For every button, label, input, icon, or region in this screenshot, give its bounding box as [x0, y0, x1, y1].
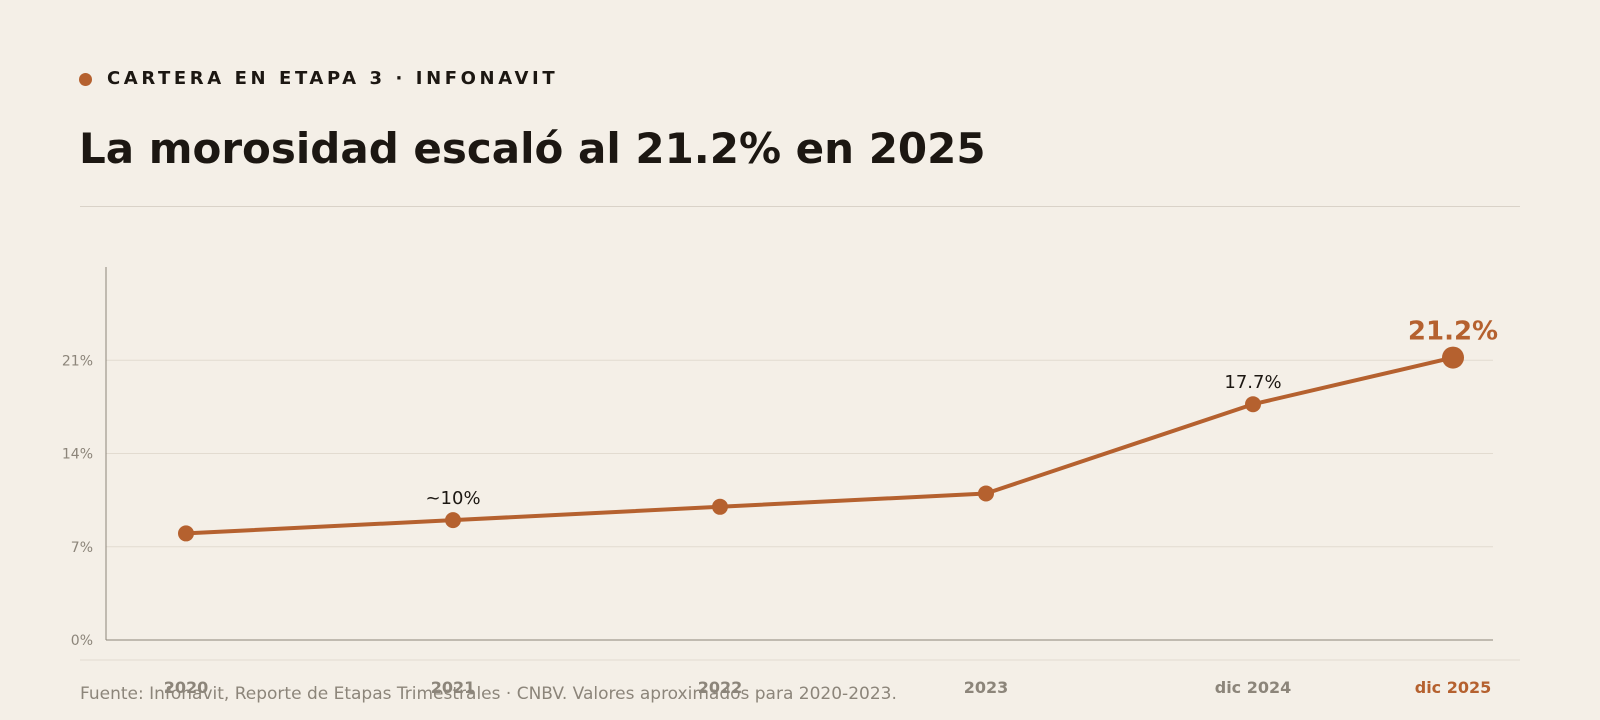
grid-layer: [106, 359, 1493, 548]
y-tick-label: 21%: [62, 353, 93, 369]
x-tick-label: 2020: [164, 678, 209, 697]
x-tick-label: 2023: [964, 678, 1009, 697]
data-point: [178, 525, 194, 542]
axis-layer: 0% 7% 14% 21% 2020 2021 2022 2023 dic 2024 dic 20…: [62, 267, 1520, 697]
label-layer: ~10% 17.7% 21.2%: [425, 317, 1498, 510]
data-point: [712, 498, 728, 515]
y-tick-label: 14%: [62, 447, 93, 463]
source-note: Fuente: Infonavit, Reporte de Etapas Tri…: [80, 684, 897, 704]
series-layer: [178, 346, 1464, 542]
data-point: [978, 485, 994, 502]
x-tick-label: 2021: [431, 678, 476, 697]
chart-title: La morosidad escaló al 21.2% en 2025: [79, 124, 986, 173]
eyebrow: CARTERA EN ETAPA 3 · INFONAVIT: [79, 70, 558, 88]
data-label: 21.2%: [1408, 317, 1498, 347]
accent-dot-icon: [79, 72, 92, 86]
data-point: [1245, 396, 1261, 413]
series-line: [184, 355, 1455, 536]
x-tick-label: dic 2024: [1215, 678, 1292, 697]
data-label: ~10%: [425, 488, 480, 509]
data-point: [445, 512, 461, 529]
data-point: [1442, 346, 1464, 369]
data-label: 17.7%: [1224, 372, 1281, 393]
x-tick-label: dic 2025: [1415, 678, 1492, 697]
x-tick-label: 2022: [698, 678, 743, 697]
title-divider: [80, 206, 1520, 207]
eyebrow-label: CARTERA EN ETAPA 3 · INFONAVIT: [107, 68, 559, 89]
y-tick-label: 0%: [71, 633, 93, 649]
y-tick-label: 7%: [71, 540, 93, 556]
